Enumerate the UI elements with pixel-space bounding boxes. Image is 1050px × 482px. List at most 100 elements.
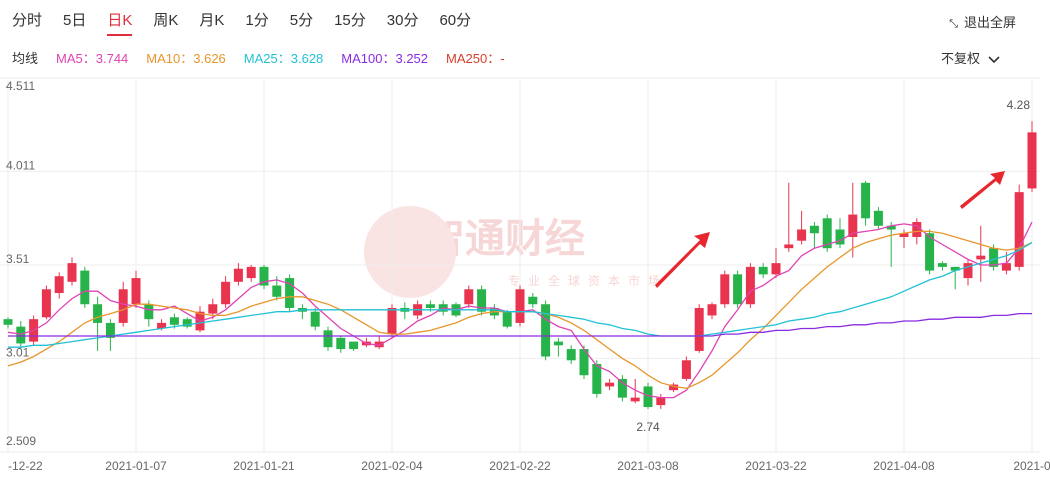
- candle-body: [310, 311, 320, 327]
- candle-body: [733, 274, 743, 305]
- candle-body: [579, 349, 589, 376]
- legend-item: MA5：3.744: [56, 50, 129, 66]
- candle-body: [272, 285, 282, 297]
- candle-body: [835, 229, 845, 245]
- candle-body: [387, 307, 397, 335]
- x-tick-label: 2021-03-22: [745, 459, 807, 473]
- candle-body: [912, 222, 922, 237]
- candle-body: [630, 397, 640, 402]
- candle-body: [566, 349, 576, 361]
- period-tab[interactable]: 30分: [386, 12, 419, 29]
- period-tab[interactable]: 分时: [12, 12, 43, 29]
- candle-body: [285, 278, 295, 308]
- y-tick-label: 2.509: [6, 434, 36, 448]
- candle-body: [54, 276, 64, 294]
- candle-body: [144, 304, 154, 320]
- fullscreen-label[interactable]: 退出全屏: [963, 15, 1016, 30]
- candle-body: [950, 266, 960, 271]
- candle-body: [745, 266, 755, 305]
- candle-body: [1014, 192, 1024, 267]
- candle-body: [157, 322, 167, 329]
- ma-legend: 均线 MA5：3.744 MA10：3.626 MA25：3.628 MA100：3.2…: [0, 46, 1050, 68]
- candle-body: [937, 263, 947, 267]
- candle-body: [617, 378, 627, 398]
- candle-body: [669, 384, 679, 391]
- candle-body: [425, 304, 435, 308]
- candle-body: [16, 326, 26, 344]
- legend-title: 均线: [12, 50, 39, 66]
- candle-body: [374, 341, 384, 348]
- candle-body: [502, 311, 512, 327]
- candle-body: [1001, 263, 1011, 271]
- candle-body: [758, 266, 768, 275]
- watermark-logo: [364, 206, 456, 298]
- candle-body: [976, 255, 986, 260]
- x-tick-label: 2021-01-21: [233, 459, 295, 473]
- ma-line: [8, 242, 1033, 348]
- candle-body: [67, 263, 77, 282]
- candle-body: [925, 233, 935, 271]
- period-tab[interactable]: 15分: [334, 12, 366, 29]
- period-tabs: 分时 5日 日K 周K 月K 1分 5分 15分 30分 60分: [0, 8, 1050, 36]
- candle-body: [93, 304, 103, 323]
- y-tick-label: 3.51: [6, 252, 30, 266]
- candle-body: [80, 270, 90, 305]
- period-tab[interactable]: 5日: [63, 12, 87, 29]
- high-label: 4.28: [1007, 98, 1031, 112]
- period-tab[interactable]: 1分: [245, 12, 269, 29]
- x-tick-label: 2021-03-08: [617, 459, 679, 473]
- candle-body: [105, 322, 115, 338]
- candle-body: [848, 214, 858, 237]
- candle-body: [233, 268, 243, 282]
- period-tab[interactable]: 5分: [289, 12, 314, 29]
- period-tab[interactable]: 60分: [439, 12, 472, 29]
- candle-body: [246, 266, 256, 279]
- candle-body: [323, 330, 333, 348]
- candle-body: [963, 263, 973, 279]
- candle-body: [259, 266, 269, 286]
- candle-body: [349, 341, 359, 350]
- y-tick-label: 4.511: [6, 79, 35, 93]
- candle-body: [643, 386, 653, 407]
- x-tick-label: 2021-01-07: [105, 459, 167, 473]
- candle-body: [528, 296, 538, 305]
- candle-body: [118, 289, 128, 323]
- legend-item: MA250：-: [446, 50, 505, 66]
- candle-body: [208, 304, 218, 314]
- arrow: [960, 171, 1005, 209]
- period-tab[interactable]: 月K: [199, 12, 225, 29]
- adjust-label[interactable]: 不复权: [940, 51, 980, 66]
- fullscreen-button[interactable]: ⤡ 退出全屏: [949, 15, 1016, 30]
- candle-body: [464, 289, 474, 305]
- candle-body: [592, 364, 602, 394]
- candle-body: [797, 229, 807, 241]
- ma-line: [8, 312, 1032, 337]
- candle-body: [989, 248, 999, 267]
- candle-body: [886, 225, 896, 230]
- period-tab[interactable]: 周K: [153, 12, 179, 29]
- candle-body: [336, 337, 346, 350]
- y-tick-label: 3.01: [6, 345, 30, 359]
- x-tick-label: 2021-02-04: [361, 459, 423, 473]
- candle-body: [553, 341, 563, 346]
- period-tab[interactable]: 日K: [107, 9, 133, 36]
- y-tick-label: 4.011: [6, 158, 35, 172]
- candle-body: [221, 281, 231, 305]
- candle-body: [822, 218, 832, 249]
- candle-body: [720, 274, 730, 305]
- candle-body: [809, 225, 819, 234]
- candle-body: [694, 307, 704, 351]
- legend-item: MA100：3.252: [341, 50, 429, 66]
- candle-body: [41, 289, 51, 318]
- candle-body: [541, 304, 551, 357]
- candle-body: [1027, 132, 1037, 189]
- candle-body: [515, 289, 525, 323]
- candle-body: [169, 317, 179, 325]
- candle-body: [605, 382, 615, 387]
- adjust-dropdown[interactable]: 不复权: [941, 48, 1000, 67]
- candle-body: [656, 397, 666, 406]
- candle-body: [477, 289, 487, 312]
- candle-body: [784, 244, 794, 249]
